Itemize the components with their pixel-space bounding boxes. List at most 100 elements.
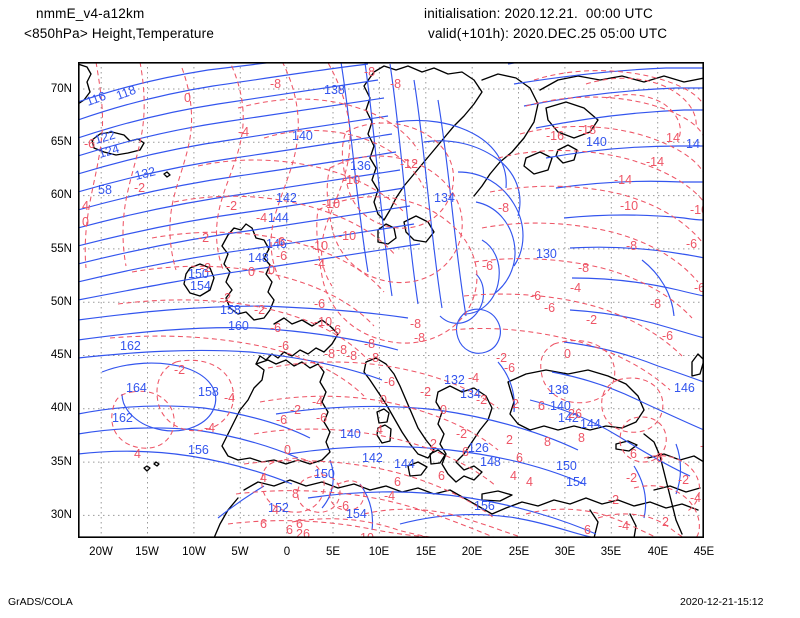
svg-text:-6: -6 bbox=[314, 297, 325, 311]
svg-text:-2: -2 bbox=[608, 493, 619, 507]
lat-tick-50N: 50N bbox=[50, 296, 72, 308]
svg-text:-6: -6 bbox=[316, 411, 327, 425]
svg-text:-4: -4 bbox=[384, 489, 395, 503]
svg-text:-8: -8 bbox=[364, 65, 375, 79]
svg-text:-2: -2 bbox=[134, 181, 145, 195]
svg-text:134: 134 bbox=[434, 191, 455, 205]
svg-text:-10: -10 bbox=[310, 239, 328, 253]
lat-tick-55N: 55N bbox=[50, 243, 72, 255]
svg-text:0: 0 bbox=[268, 263, 275, 277]
lon-tick-25E: 25E bbox=[508, 546, 530, 558]
svg-text:-8: -8 bbox=[270, 77, 281, 91]
svg-text:-10: -10 bbox=[690, 203, 704, 217]
svg-text:8: 8 bbox=[544, 435, 551, 449]
lon-tick-15E: 15E bbox=[415, 546, 437, 558]
svg-text:-6: -6 bbox=[700, 439, 704, 453]
svg-text:162: 162 bbox=[112, 411, 133, 425]
svg-text:154: 154 bbox=[190, 279, 211, 293]
lat-tick-60N: 60N bbox=[50, 189, 72, 201]
svg-text:-6: -6 bbox=[338, 499, 349, 513]
svg-text:146: 146 bbox=[674, 381, 695, 395]
svg-text:-4: -4 bbox=[312, 395, 323, 409]
svg-text:2: 2 bbox=[506, 433, 513, 447]
svg-text:-8: -8 bbox=[578, 261, 589, 275]
svg-text:-10: -10 bbox=[322, 197, 340, 211]
svg-text:136: 136 bbox=[350, 159, 371, 173]
svg-text:164: 164 bbox=[126, 381, 147, 395]
svg-text:148: 148 bbox=[480, 455, 501, 469]
svg-text:-4: -4 bbox=[238, 125, 249, 139]
svg-text:-8: -8 bbox=[498, 201, 509, 215]
svg-text:-8: -8 bbox=[410, 317, 421, 331]
height-contour-labels: 116 118 122 124 132 58 146 148 150 154 1… bbox=[84, 83, 700, 521]
svg-text:162: 162 bbox=[120, 339, 141, 353]
svg-text:122: 122 bbox=[93, 128, 117, 147]
svg-text:2: 2 bbox=[662, 515, 669, 529]
svg-text:130: 130 bbox=[536, 247, 557, 261]
lat-tick-30N: 30N bbox=[50, 509, 72, 521]
svg-text:6: 6 bbox=[286, 523, 293, 537]
svg-text:-8: -8 bbox=[626, 239, 637, 253]
svg-text:6: 6 bbox=[394, 475, 401, 489]
svg-text:-4: -4 bbox=[690, 491, 701, 505]
height-contours bbox=[78, 62, 704, 538]
svg-text:132: 132 bbox=[133, 164, 157, 183]
svg-text:140: 140 bbox=[340, 427, 361, 441]
svg-text:-6: -6 bbox=[84, 137, 95, 151]
lon-tick-40E: 40E bbox=[647, 546, 669, 558]
svg-text:116: 116 bbox=[84, 89, 108, 109]
lon-tick-15W: 15W bbox=[135, 546, 159, 558]
svg-text:-2: -2 bbox=[174, 363, 185, 377]
svg-text:6: 6 bbox=[260, 517, 267, 531]
svg-text:-6: -6 bbox=[482, 259, 493, 273]
svg-text:4: 4 bbox=[376, 423, 383, 437]
lon-tick-30E: 30E bbox=[554, 546, 576, 558]
svg-text:142: 142 bbox=[558, 411, 579, 425]
svg-text:-4: -4 bbox=[224, 391, 235, 405]
svg-text:138: 138 bbox=[548, 383, 569, 397]
svg-text:-6: -6 bbox=[686, 237, 697, 251]
svg-text:124: 124 bbox=[97, 142, 121, 161]
lon-tick-35E: 35E bbox=[600, 546, 622, 558]
svg-text:8: 8 bbox=[292, 487, 299, 501]
svg-text:26: 26 bbox=[296, 527, 310, 538]
svg-text:138: 138 bbox=[324, 83, 345, 97]
svg-text:-4: -4 bbox=[256, 211, 267, 225]
svg-text:-2: -2 bbox=[496, 351, 507, 365]
svg-text:14: 14 bbox=[686, 137, 700, 151]
svg-text:-12: -12 bbox=[400, 157, 418, 171]
svg-text:-6: -6 bbox=[274, 235, 285, 249]
svg-text:-6: -6 bbox=[504, 361, 515, 375]
svg-text:156: 156 bbox=[188, 443, 209, 457]
svg-text:2: 2 bbox=[430, 437, 437, 451]
contour-map-panel: 116 118 122 124 132 58 146 148 150 154 1… bbox=[78, 62, 704, 538]
svg-text:-2: -2 bbox=[678, 473, 689, 487]
svg-text:0: 0 bbox=[380, 393, 387, 407]
svg-text:-8: -8 bbox=[368, 351, 379, 365]
valid-time-label: valid(+101h): 2020.DEC.25 05:00 UTC bbox=[428, 26, 668, 41]
svg-text:158: 158 bbox=[220, 303, 241, 317]
svg-text:-4: -4 bbox=[618, 519, 629, 533]
svg-text:150: 150 bbox=[556, 459, 577, 473]
svg-text:6: 6 bbox=[630, 447, 637, 461]
svg-text:-18: -18 bbox=[578, 123, 596, 137]
svg-text:6: 6 bbox=[584, 523, 591, 537]
map-frame bbox=[78, 62, 704, 538]
svg-text:144: 144 bbox=[580, 417, 601, 431]
svg-text:146: 146 bbox=[266, 237, 287, 251]
svg-text:2: 2 bbox=[512, 397, 519, 411]
lat-tick-45N: 45N bbox=[50, 349, 72, 361]
svg-text:-8: -8 bbox=[324, 347, 335, 361]
svg-text:-2: -2 bbox=[586, 313, 597, 327]
svg-text:140: 140 bbox=[586, 135, 607, 149]
svg-text:-2: -2 bbox=[290, 403, 301, 417]
lon-tick-45E: 45E bbox=[693, 546, 715, 558]
svg-text:156: 156 bbox=[474, 499, 495, 513]
svg-text:6: 6 bbox=[438, 469, 445, 483]
svg-text:6: 6 bbox=[656, 451, 663, 465]
lon-tick-20E: 20E bbox=[461, 546, 483, 558]
svg-text:10: 10 bbox=[360, 531, 374, 538]
svg-text:-6: -6 bbox=[270, 321, 281, 335]
lat-tick-35N: 35N bbox=[50, 456, 72, 468]
svg-text:118: 118 bbox=[114, 83, 138, 103]
